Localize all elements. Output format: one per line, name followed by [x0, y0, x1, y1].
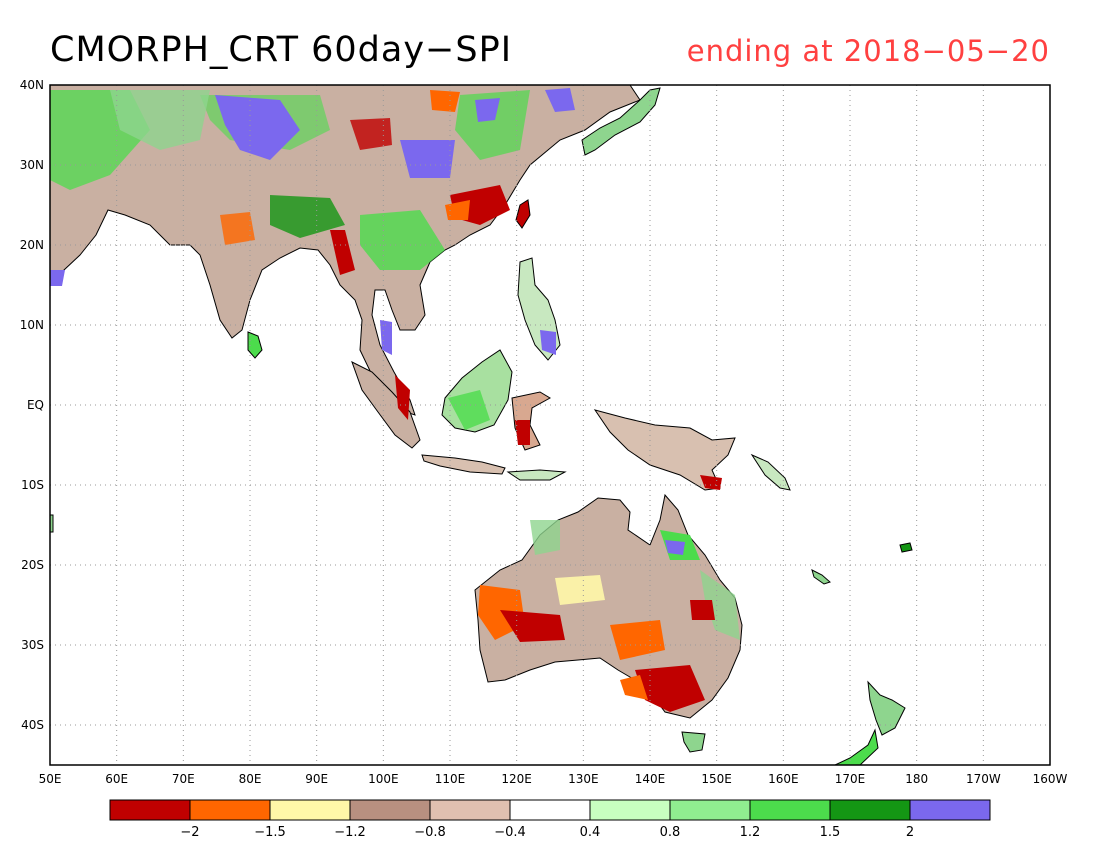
colorbar-swatch: [269, 799, 351, 821]
lon-label: 110E: [435, 772, 466, 786]
lat-label: 10S: [21, 478, 44, 492]
wet-patch: [110, 90, 210, 150]
lon-label: 50E: [39, 772, 62, 786]
dry-patch: [515, 420, 530, 445]
new-guinea: [593, 409, 736, 491]
colorbar-label: 1.5: [820, 825, 841, 840]
wet-patch: [360, 210, 445, 270]
colorbar-swatch: [749, 799, 831, 821]
lat-label: 20S: [21, 558, 44, 572]
date-subtitle: ending at 2018−05−20: [686, 34, 1050, 68]
colorbar-swatch: [829, 799, 911, 821]
latitude-axis: 40N 30N 20N 10N EQ 10S 20S 30S 40S: [20, 78, 44, 732]
lon-label: 170E: [835, 772, 866, 786]
dry-patch: [330, 230, 355, 275]
solomon-islands: [750, 453, 791, 491]
lon-label: 170W: [966, 772, 1001, 786]
taiwan: [515, 199, 531, 229]
colorbar-label: −0.4: [494, 825, 526, 840]
lon-label: 90E: [305, 772, 328, 786]
wet-patch: [700, 570, 740, 640]
colorbar-swatch: [109, 799, 191, 821]
lon-label: 180: [905, 772, 928, 786]
dry-patch: [690, 600, 715, 620]
dry-patch: [350, 118, 392, 150]
lat-label: 20N: [20, 238, 44, 252]
new-caledonia: [811, 569, 831, 585]
japan: [581, 87, 661, 156]
longitude-axis: 50E 60E 70E 80E 90E 100E 110E 120E 130E 140E 150E 1…: [39, 772, 1068, 786]
map-title: CMORPH_CRT 60day−SPI: [50, 30, 513, 70]
colorbar-label: −1.2: [334, 825, 366, 840]
colorbar-label: −0.8: [414, 825, 446, 840]
lon-label: 160W: [1033, 772, 1068, 786]
lon-label: 70E: [172, 772, 195, 786]
java: [421, 454, 506, 475]
new-zealand-north: [867, 680, 906, 736]
sri-lanka: [247, 331, 263, 359]
colorbar-swatch: [189, 799, 271, 821]
lon-label: 60E: [105, 772, 128, 786]
spi-anomaly-patches: [50, 88, 740, 712]
wet-patch: [400, 140, 455, 178]
dry-patch: [700, 475, 722, 490]
wet-patch: [270, 195, 345, 238]
wet-patch: [530, 520, 560, 555]
colorbar-swatch: [669, 799, 751, 821]
lon-label: 80E: [239, 772, 262, 786]
dry-patch: [635, 665, 705, 712]
wet-patch: [475, 98, 500, 122]
dry-patch: [620, 675, 648, 700]
colorbar-label: 0.4: [580, 825, 601, 840]
dry-patch: [500, 610, 565, 642]
lesser-sunda: [506, 469, 567, 481]
lon-label: 140E: [635, 772, 666, 786]
colorbar-swatch: [429, 799, 511, 821]
colorbar-label: −2: [180, 825, 199, 840]
colorbar-swatch: [349, 799, 431, 821]
wet-patch: [50, 270, 65, 286]
wet-patch: [545, 88, 575, 112]
dry-patch: [395, 375, 410, 420]
lat-label: 30S: [21, 638, 44, 652]
colorbar: −2 −1.5 −1.2 −0.8 −0.4 0.4 0.8 1.2 1.5 2: [109, 799, 991, 840]
colorbar-label: 2: [906, 825, 914, 840]
wet-patch: [448, 390, 490, 430]
lat-label: 40S: [21, 718, 44, 732]
fiji: [899, 542, 913, 553]
lat-label: 10N: [20, 318, 44, 332]
wet-patch: [665, 540, 685, 555]
dry-patch: [610, 620, 665, 660]
colorbar-swatch: [509, 799, 591, 821]
dry-patch: [445, 200, 470, 220]
graticule: [50, 85, 1050, 765]
new-zealand-south: [834, 728, 879, 765]
wet-patch: [215, 95, 300, 160]
colorbar-label: −1.5: [254, 825, 286, 840]
colorbar-swatch: [909, 799, 991, 821]
tasmania: [681, 731, 706, 753]
lon-label: 150E: [701, 772, 732, 786]
dry-patch: [555, 575, 605, 605]
plot-frame: [49, 84, 1051, 766]
lat-label: 40N: [20, 78, 44, 92]
lon-label: 100E: [368, 772, 399, 786]
dry-patch: [430, 90, 460, 112]
wet-patch: [455, 90, 530, 160]
dry-patch: [220, 212, 255, 245]
lon-label: 130E: [568, 772, 599, 786]
colorbar-swatch: [589, 799, 671, 821]
wet-patch: [540, 330, 556, 355]
colorbar-label: 0.8: [660, 825, 681, 840]
lat-label: 30N: [20, 158, 44, 172]
lat-label: EQ: [27, 398, 44, 412]
lon-label: 160E: [768, 772, 799, 786]
lon-label: 120E: [501, 772, 532, 786]
wet-patch: [380, 320, 392, 355]
colorbar-label: 1.2: [740, 825, 761, 840]
